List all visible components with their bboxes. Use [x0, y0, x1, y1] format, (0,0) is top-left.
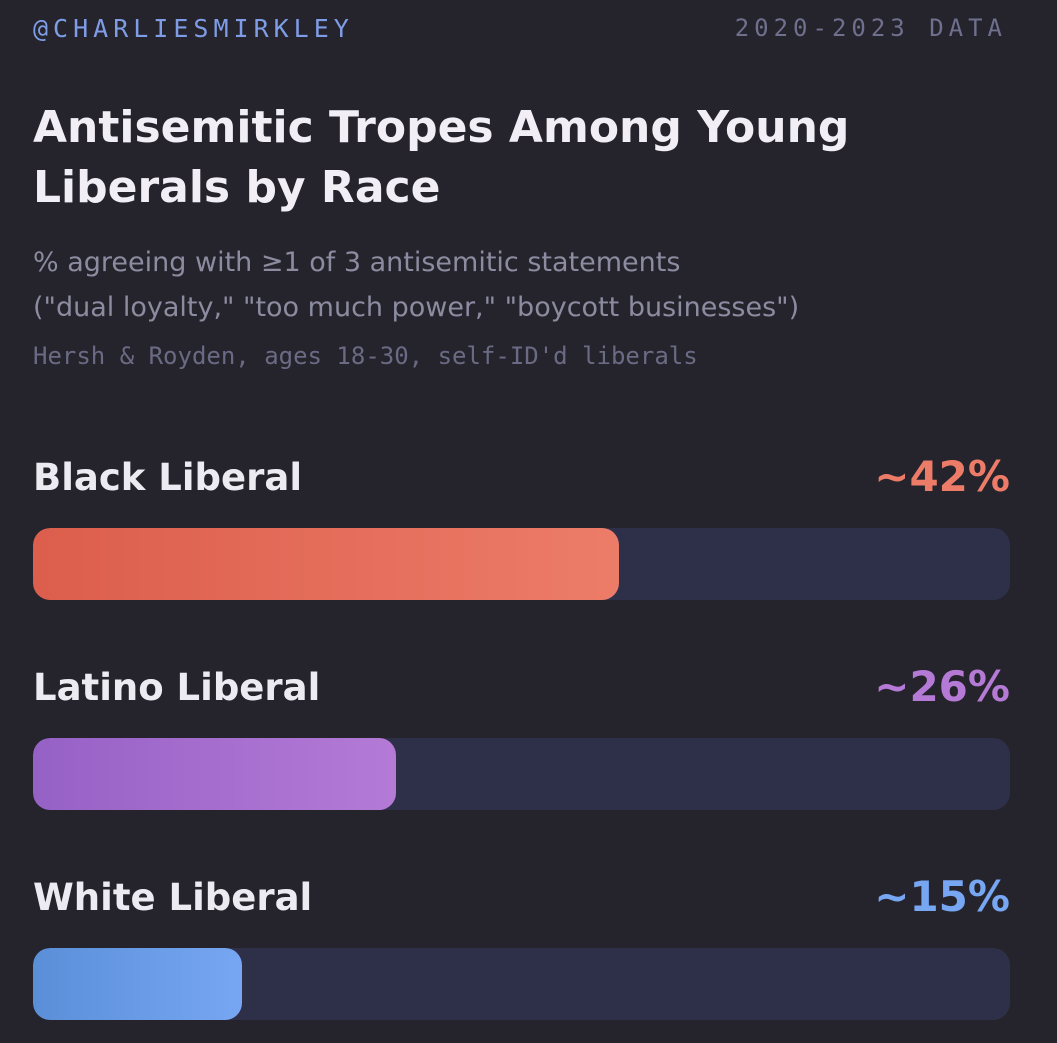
bar-track	[33, 738, 1010, 810]
data-years: 2020-2023 DATA	[734, 14, 1007, 42]
subtitle-line: % agreeing with ≥1 of 3 antisemitic stat…	[33, 247, 681, 278]
bar-track	[33, 528, 1010, 600]
bar-value-label: ~26%	[874, 662, 1010, 711]
bar-value-label: ~15%	[874, 872, 1010, 921]
chart-source: Hersh & Royden, ages 18-30, self-ID'd li…	[33, 342, 698, 370]
author-handle: @CHARLIESMIRKLEY	[33, 14, 354, 43]
chart-title: Antisemitic Tropes Among Young Liberals …	[33, 102, 850, 213]
chart-subtitle: % agreeing with ≥1 of 3 antisemitic stat…	[33, 240, 799, 330]
subtitle-line: ("dual loyalty," "too much power," "boyc…	[33, 292, 800, 323]
bar-fill	[33, 528, 620, 600]
bar-label: Black Liberal	[33, 456, 303, 499]
bar-track	[33, 948, 1010, 1020]
bar-label: Latino Liberal	[33, 666, 321, 709]
bar-fill	[33, 738, 396, 810]
bar-label: White Liberal	[33, 876, 313, 919]
bar-value-label: ~42%	[874, 452, 1010, 501]
bar-fill	[33, 948, 243, 1020]
